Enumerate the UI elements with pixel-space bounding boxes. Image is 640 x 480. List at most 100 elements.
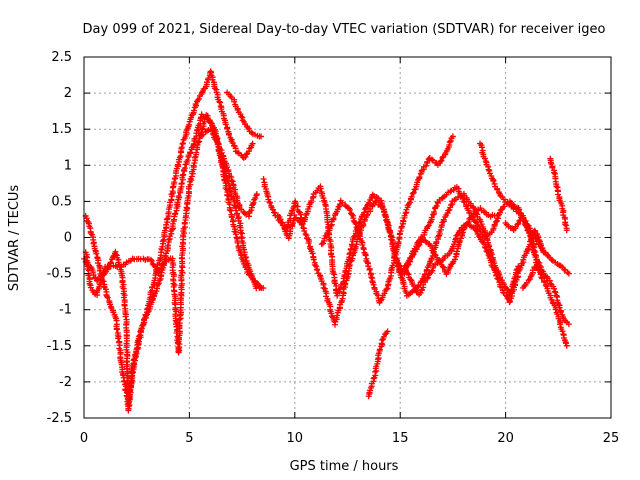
data-point	[395, 239, 402, 246]
data-point	[93, 250, 100, 257]
data-point	[423, 266, 430, 273]
data-point	[542, 282, 549, 289]
data-point	[447, 188, 454, 195]
data-point	[306, 245, 313, 252]
data-point	[431, 208, 438, 215]
data-point	[355, 229, 362, 236]
data-point	[478, 221, 485, 228]
series-track-14	[547, 155, 570, 234]
data-point	[428, 214, 435, 221]
y-tick-label: 1.5	[51, 122, 72, 137]
data-point	[173, 308, 180, 315]
data-point	[429, 267, 436, 274]
data-point	[100, 278, 107, 285]
data-point	[397, 227, 404, 234]
data-point	[493, 272, 500, 279]
data-point	[302, 214, 309, 221]
data-marks	[81, 68, 572, 414]
data-point	[231, 98, 238, 105]
x-tick-label: 0	[80, 431, 88, 446]
data-point	[220, 164, 227, 171]
data-point	[423, 162, 430, 169]
data-point	[475, 222, 482, 229]
data-point	[355, 220, 362, 227]
series-track-15	[519, 263, 551, 291]
x-tick-label: 5	[185, 431, 193, 446]
data-point	[228, 177, 235, 184]
data-point	[348, 211, 355, 218]
data-point	[475, 232, 482, 239]
data-point	[379, 336, 386, 343]
data-point	[195, 95, 202, 102]
data-point	[311, 261, 318, 268]
y-tick-label: 2	[64, 86, 72, 101]
data-point	[508, 202, 515, 209]
data-point	[471, 218, 478, 225]
data-point	[366, 199, 373, 206]
data-point	[317, 185, 324, 192]
data-point	[144, 309, 151, 316]
data-point	[428, 156, 435, 163]
data-point	[342, 267, 349, 274]
data-point	[193, 149, 200, 156]
data-point	[115, 335, 121, 342]
data-point	[238, 113, 245, 120]
data-point	[123, 365, 130, 372]
data-point	[563, 342, 570, 349]
data-point	[439, 154, 446, 161]
series-track-11	[401, 220, 572, 306]
x-tick-label: 25	[603, 431, 620, 446]
data-point	[408, 193, 415, 200]
data-point	[503, 292, 510, 299]
y-tick-label: -2	[59, 375, 72, 390]
data-point	[196, 132, 203, 139]
x-tick-label: 20	[497, 431, 514, 446]
data-point	[242, 154, 249, 161]
data-point	[565, 321, 572, 328]
data-point	[552, 289, 559, 296]
data-point	[198, 126, 205, 133]
axis-ticks: 0 5 10 15 20 25 -2.5 -2 -1.5 -1 -0.5 0 0.5 1 1.5 2 2.5	[47, 50, 620, 446]
data-point	[336, 286, 343, 293]
data-point	[260, 285, 267, 292]
data-point	[152, 263, 159, 270]
data-point	[410, 189, 417, 196]
data-point	[253, 191, 260, 198]
data-point	[562, 221, 569, 228]
data-point	[183, 204, 190, 211]
x-tick-label: 10	[287, 431, 304, 446]
data-point	[383, 286, 390, 293]
data-point	[172, 210, 179, 217]
data-point	[336, 288, 343, 295]
data-point	[112, 248, 119, 255]
y-tick-label: 1	[64, 158, 72, 173]
data-point	[366, 266, 373, 273]
data-point	[147, 256, 154, 263]
series-track-9	[365, 328, 391, 400]
data-point	[482, 244, 489, 251]
data-point	[347, 250, 354, 257]
data-point	[234, 149, 241, 156]
data-point	[320, 284, 327, 291]
x-axis-label: GPS time / hours	[290, 459, 399, 474]
data-point	[267, 199, 274, 206]
data-point	[177, 312, 184, 319]
data-point	[532, 253, 539, 260]
data-point	[439, 263, 446, 270]
data-point	[245, 125, 252, 132]
data-point	[194, 127, 201, 134]
series-track-3	[82, 111, 265, 407]
data-point	[174, 161, 181, 168]
data-point	[437, 158, 444, 165]
data-point	[507, 298, 514, 305]
x-tick-label: 15	[392, 431, 409, 446]
data-point	[122, 313, 129, 320]
data-point	[409, 190, 416, 197]
data-point	[330, 215, 337, 222]
data-point	[346, 206, 353, 213]
data-point	[522, 221, 529, 228]
data-point	[217, 99, 224, 106]
data-point	[169, 220, 176, 227]
data-point	[154, 281, 161, 288]
data-point	[233, 207, 240, 214]
